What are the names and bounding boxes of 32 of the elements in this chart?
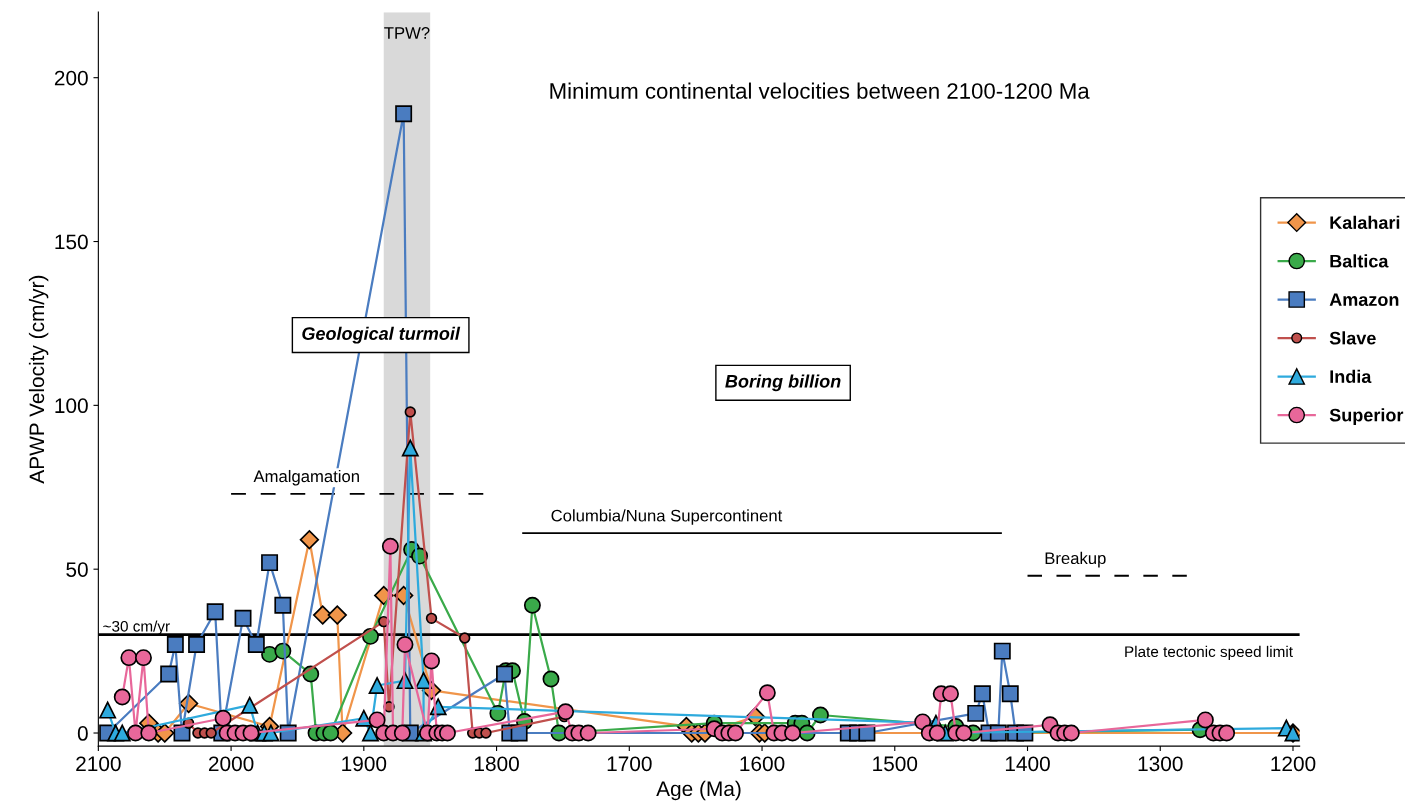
x-tick-label: 1600 xyxy=(740,756,785,772)
series-label: Breakup xyxy=(1045,551,1106,568)
y-axis-title: APWP Velocity (cm/yr) xyxy=(28,275,49,484)
ref-line-label: ~30 cm/yr xyxy=(103,620,170,635)
x-tick-label: 1900 xyxy=(342,756,387,772)
x-tick-label: 1500 xyxy=(873,756,918,772)
y-tick-label: 150 xyxy=(55,234,88,250)
x-axis-title: Age (Ma) xyxy=(656,780,741,801)
y-tick-label: 0 xyxy=(77,726,88,741)
legend-label: Slave xyxy=(1329,331,1376,345)
legend-label: India xyxy=(1330,369,1372,384)
annotation: Boring billion xyxy=(725,374,841,392)
legend-label: Kalahari xyxy=(1330,215,1400,230)
x-tick-label: 2000 xyxy=(208,756,254,772)
text: Minimum continental velocities between 2100-1200 Ma xyxy=(550,82,1090,99)
y-tick-label: 100 xyxy=(55,398,88,414)
x-tick-label: 1400 xyxy=(1005,756,1050,772)
y-tick-label: 200 xyxy=(54,70,88,86)
annotation: Geological turmoil xyxy=(302,326,461,344)
band-label: TPW? xyxy=(384,27,430,39)
series-label: Columbia/Nuna Supercontinent xyxy=(551,509,783,525)
x-tick-label: 1700 xyxy=(607,756,652,772)
x-tick-label: 1300 xyxy=(1138,756,1183,772)
y-tick-label: 50 xyxy=(66,562,88,577)
legend-label: Baltica xyxy=(1330,254,1389,268)
x-tick-label: 1200 xyxy=(1271,756,1316,772)
x-tick-label: 1800 xyxy=(474,756,519,772)
series-label: Amalgamation xyxy=(253,469,359,486)
legend-label: Superior xyxy=(1329,408,1404,426)
annotation: Plate tectonic speed limit xyxy=(1125,645,1293,661)
x-tick-label: 2100 xyxy=(76,756,121,772)
legend-label: Amazon xyxy=(1329,293,1399,307)
